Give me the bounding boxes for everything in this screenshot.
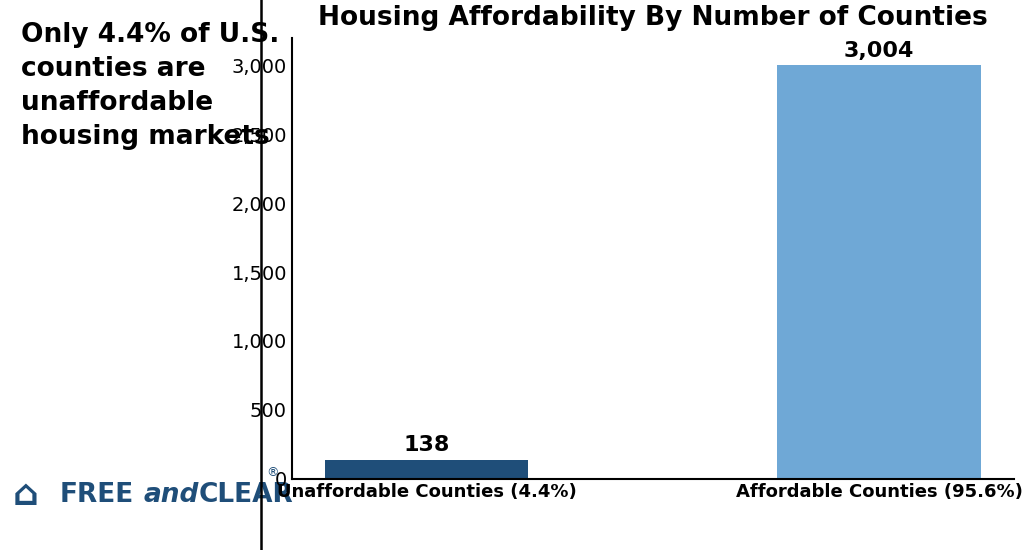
Text: 138: 138 bbox=[403, 434, 450, 455]
Text: CLEAR: CLEAR bbox=[199, 482, 293, 508]
Text: 3,004: 3,004 bbox=[844, 41, 914, 60]
Title: Housing Affordability By Number of Counties: Housing Affordability By Number of Count… bbox=[317, 4, 988, 31]
Text: and: and bbox=[143, 482, 199, 508]
Text: Only 4.4% of U.S.
counties are
unaffordable
housing markets: Only 4.4% of U.S. counties are unafforda… bbox=[20, 22, 280, 150]
Text: FREE: FREE bbox=[60, 482, 134, 508]
Text: ⌂: ⌂ bbox=[13, 478, 39, 512]
Bar bbox=[325, 460, 528, 478]
Bar bbox=[777, 65, 981, 478]
Text: ®: ® bbox=[266, 466, 279, 480]
